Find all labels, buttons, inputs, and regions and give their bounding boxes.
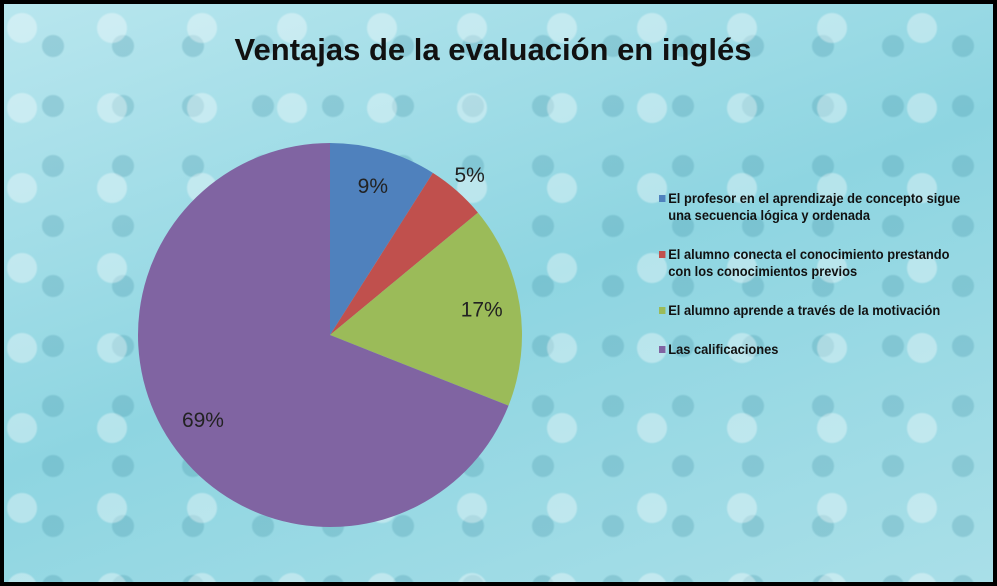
chart: Ventajas de la evaluación en inglés 9% 5%… <box>138 32 752 528</box>
legend: El profesor en el aprendizaje de concept… <box>659 190 989 380</box>
pie-slice <box>330 212 522 406</box>
legend-item: Las calificaciones <box>659 341 963 358</box>
legend-swatch <box>659 195 666 202</box>
pie-slice <box>138 143 509 528</box>
legend-label: Las calificaciones <box>668 341 779 357</box>
data-label: 17% <box>461 299 503 322</box>
legend-label: El alumno aprende a través de la motivac… <box>668 302 941 318</box>
legend-swatch <box>659 251 666 258</box>
pie-slice <box>330 143 433 335</box>
pie-slice <box>330 172 478 335</box>
chart-title: Ventajas de la evaluación en inglés <box>235 32 752 67</box>
legend-label: El alumno conecta el conocimiento presta… <box>668 246 950 279</box>
legend-item: El alumno conecta el conocimiento presta… <box>659 246 963 280</box>
legend-label: El profesor en el aprendizaje de concept… <box>668 190 961 223</box>
legend-swatch <box>659 346 666 353</box>
data-label: 5% <box>454 164 484 187</box>
legend-item: El alumno aprende a través de la motivac… <box>659 302 963 319</box>
data-label: 9% <box>358 175 388 198</box>
legend-swatch <box>659 307 666 314</box>
legend-item: El profesor en el aprendizaje de concept… <box>659 190 963 224</box>
data-label: 69% <box>182 409 224 432</box>
